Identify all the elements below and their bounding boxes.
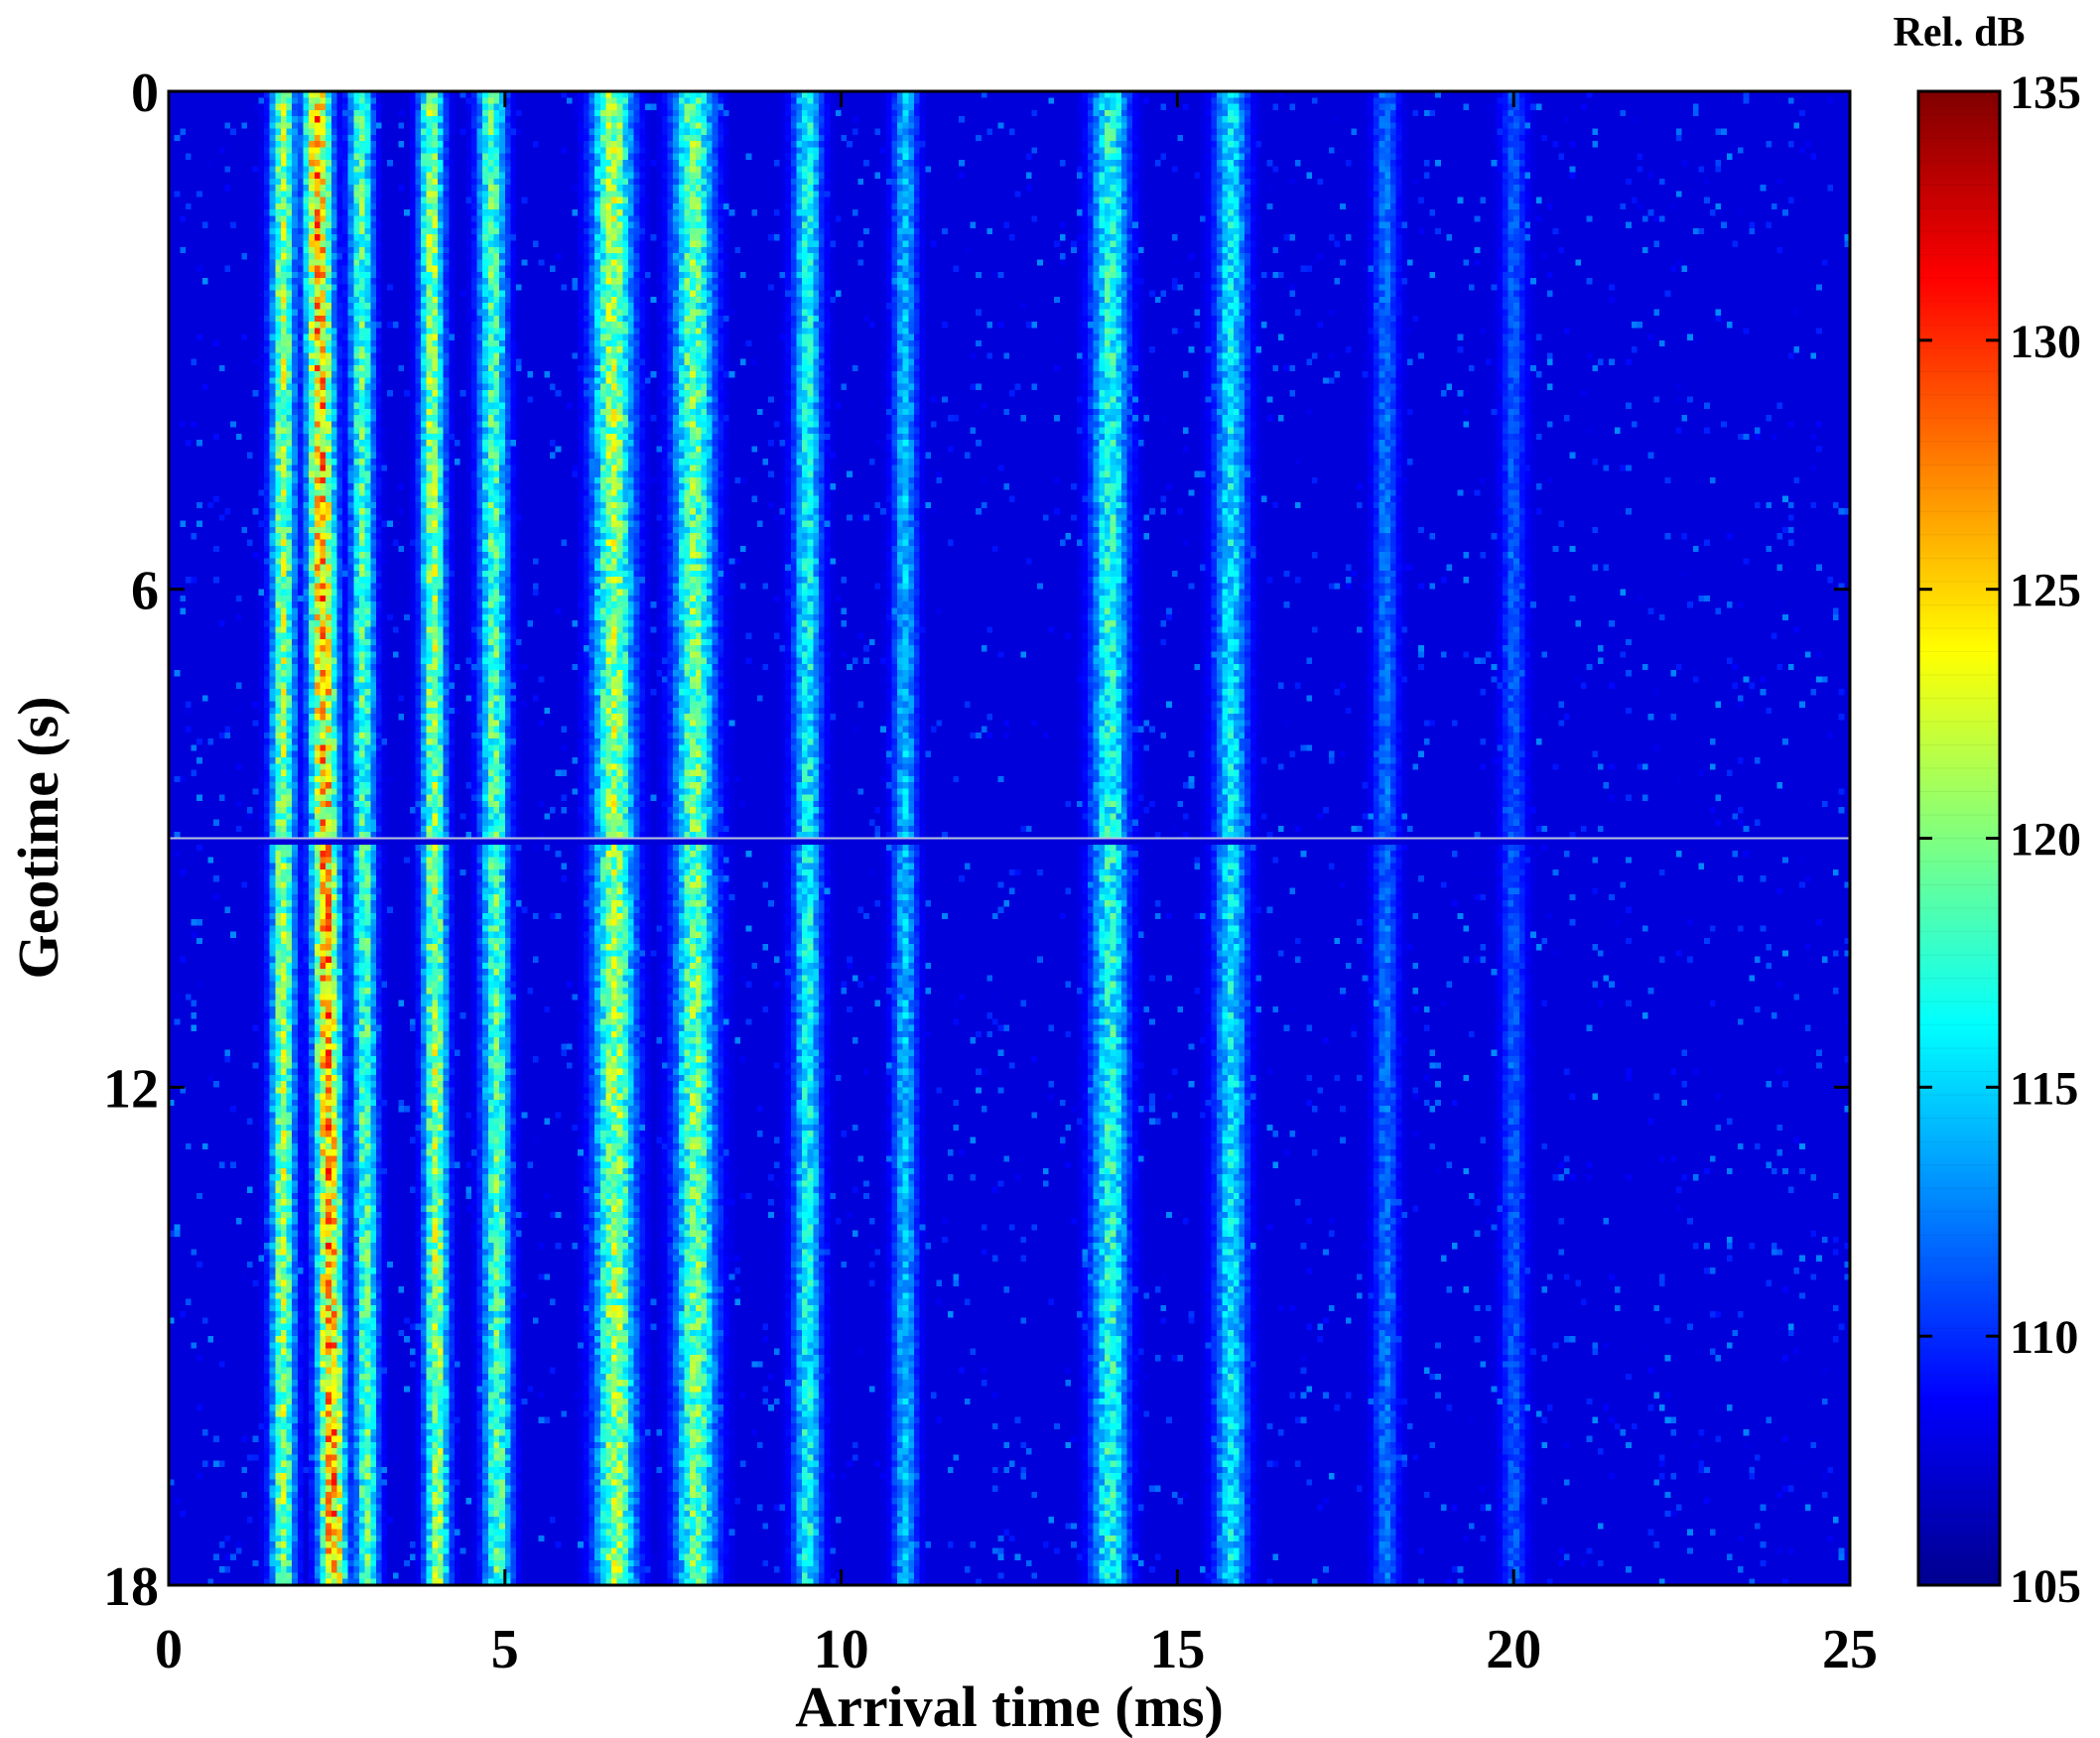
y-tick-label: 6 [131,561,159,622]
colorbar-tick-label: 125 [2010,565,2081,617]
x-axis-title: Arrival time (ms) [795,1674,1224,1738]
colorbar-tick-label: 110 [2010,1311,2078,1364]
colorbar-tick-label: 105 [2010,1560,2081,1613]
plot-area: 0 5 10 15 20 25 0 6 12 18 [103,63,1878,1680]
x-tick-label: 0 [155,1619,183,1680]
colorbar-tick-label: 115 [2010,1062,2078,1115]
colorbar: 105 110 115 120 125 130 135 Rel. dB [1893,10,2081,1613]
y-tick-label: 12 [103,1058,159,1120]
x-tick-label: 15 [1149,1619,1205,1680]
plot-frame [167,89,1852,1587]
x-tick-label: 10 [814,1619,869,1680]
colorbar-tick-label: 120 [2010,814,2081,867]
x-tick-label: 5 [491,1619,519,1680]
colorbar-tick-label: 130 [2010,316,2081,368]
y-axis-ticks: 0 6 12 18 [103,63,1850,1618]
y-tick-label: 0 [131,63,159,124]
colorbar-tick-label: 135 [2010,67,2081,119]
y-tick-label: 18 [103,1556,159,1618]
x-tick-label: 25 [1822,1619,1878,1680]
colorbar-bands [1918,114,2000,1562]
colorbar-title: Rel. dB [1893,10,2025,56]
x-axis-ticks: 0 5 10 15 20 25 [155,91,1878,1680]
colorbar-ticks: 105 110 115 120 125 130 135 [1918,67,2081,1613]
x-tick-label: 20 [1486,1619,1541,1680]
y-axis-title: Geotime (s) [6,696,70,979]
